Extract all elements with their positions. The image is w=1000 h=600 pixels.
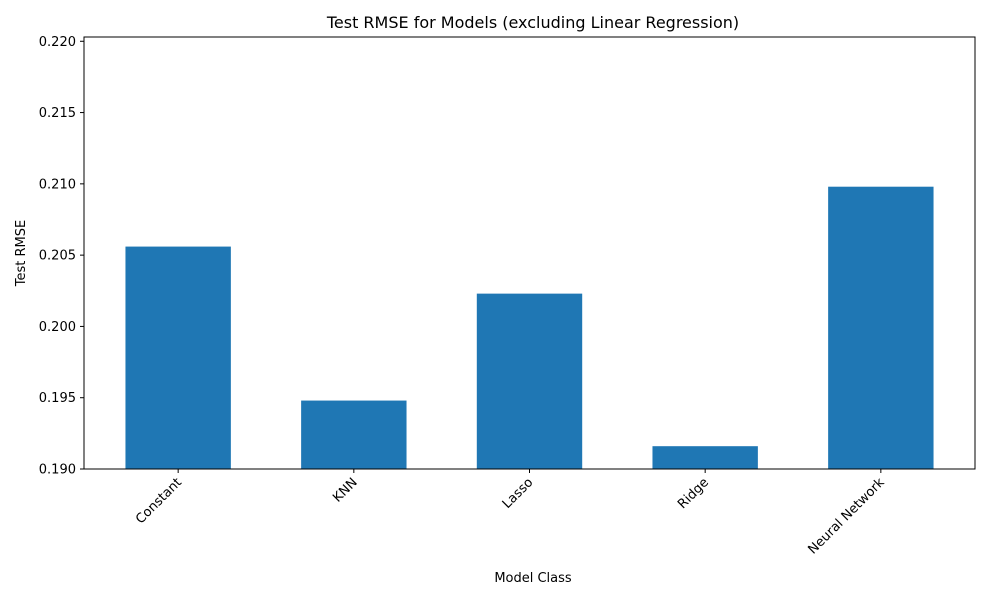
y-tick-label: 0.210 <box>39 177 76 192</box>
y-tick-label: 0.220 <box>39 35 76 50</box>
bar-ridge <box>652 446 758 469</box>
bar-lasso <box>476 293 583 469</box>
y-tick-label: 0.205 <box>39 249 76 264</box>
x-tick-label: Neural Network <box>805 475 888 558</box>
bars-layer <box>125 186 934 469</box>
x-axis-ticks: Constant KNN Lasso Ridge Neural Network <box>133 469 888 557</box>
x-tick-label: Ridge <box>675 475 712 512</box>
y-tick-label: 0.190 <box>39 463 76 478</box>
y-axis-title: Test RMSE <box>14 220 29 287</box>
plot-frame <box>83 36 976 470</box>
bar-knn <box>301 400 407 469</box>
x-tick-label: Constant <box>133 475 185 527</box>
y-tick-label: 0.215 <box>39 106 76 121</box>
y-tick-label: 0.195 <box>39 391 76 406</box>
x-tick-label: Lasso <box>500 475 537 512</box>
bar-neural-network <box>828 186 934 469</box>
chart-title: Test RMSE for Models (excluding Linear R… <box>326 13 739 32</box>
y-axis-ticks: 0.190 0.195 0.200 0.205 0.210 0.215 0.220 <box>39 35 84 478</box>
bar-constant <box>125 246 231 469</box>
x-tick-label: KNN <box>330 475 360 505</box>
x-axis-title: Model Class <box>494 571 572 586</box>
y-tick-label: 0.200 <box>39 320 76 335</box>
